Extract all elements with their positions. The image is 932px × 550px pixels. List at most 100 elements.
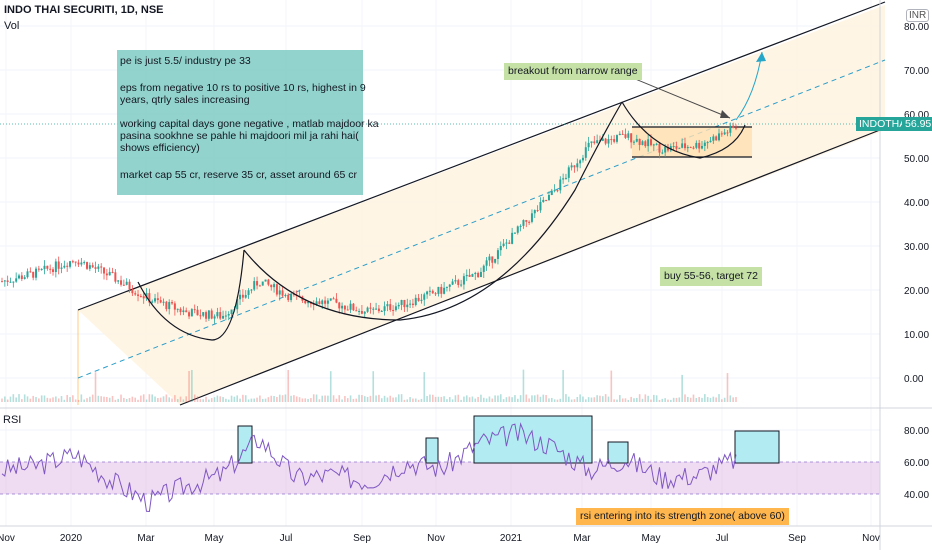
candle-body	[375, 308, 378, 310]
price-tick-label: 10.00	[904, 330, 929, 341]
volume-bar	[276, 396, 278, 402]
volume-bar	[137, 399, 139, 402]
candle-body	[80, 262, 83, 265]
candle-body	[445, 286, 448, 288]
time-tick-label: Mar	[137, 533, 155, 544]
volume-bar	[191, 369, 193, 402]
candle-body	[278, 290, 281, 295]
candle-body	[74, 261, 77, 263]
candle-body	[71, 261, 74, 263]
candle-body	[54, 261, 57, 273]
volume-bar	[573, 399, 576, 402]
candle-body	[335, 298, 338, 303]
candle-body	[528, 221, 531, 223]
volume-bar	[627, 399, 630, 402]
volume-bar	[267, 397, 270, 402]
rsi-box-2[interactable]	[425, 437, 439, 464]
candle-body	[423, 294, 426, 300]
price-axis[interactable]: 0.00 10.00 20.00 30.00 40.00 50.00 60.00 70.00 8…	[904, 22, 929, 385]
fundamentals-note[interactable]	[117, 50, 363, 195]
volume-bar	[335, 398, 338, 402]
volume-bar	[650, 399, 652, 402]
volume-bar	[664, 398, 666, 402]
rsi-line	[1, 422, 737, 513]
channel-upper-line[interactable]	[77, 1, 886, 311]
volume-bar	[182, 399, 185, 402]
candle-body	[488, 256, 491, 261]
cup-arc-small	[137, 249, 245, 341]
candle-body	[26, 271, 29, 278]
candle-body	[142, 296, 145, 299]
candle-body	[539, 201, 542, 211]
candle-body	[434, 293, 437, 295]
trade-note[interactable]: buy 55-56, target 72	[660, 267, 762, 286]
note-line-5: pasina sookhne se pahle hi majdoori mil …	[120, 130, 359, 142]
volume-bar	[123, 397, 125, 402]
candle-body	[3, 280, 6, 282]
candle-body	[219, 312, 222, 319]
breakout-note[interactable]: breakout from narrow range	[504, 63, 642, 80]
volume-bar	[602, 396, 604, 402]
candle-body	[193, 309, 196, 311]
volume-bar	[539, 396, 542, 402]
time-axis[interactable]: Nov 2020 Mar May Jul Sep Nov 2021 Mar May Jul Sep No…	[0, 533, 880, 544]
candle-body	[601, 138, 604, 141]
volume-bar	[429, 394, 431, 402]
candle-body	[131, 289, 134, 294]
volume-bar	[261, 398, 264, 402]
candle-body	[49, 268, 52, 270]
candle-body	[156, 298, 159, 301]
candle-body	[46, 265, 49, 269]
candle-body	[431, 290, 434, 294]
candle-body	[128, 281, 131, 290]
candle-body	[525, 220, 528, 222]
volume-bar	[684, 394, 686, 402]
volume-bar	[491, 398, 494, 402]
candle-body	[630, 133, 633, 143]
candle-body	[12, 281, 15, 283]
candle-body	[536, 210, 539, 212]
volume-bar	[140, 395, 142, 402]
candle-body	[717, 133, 720, 141]
candle-body	[723, 132, 726, 135]
volume-bar	[165, 394, 168, 402]
rsi-box-5[interactable]	[734, 430, 780, 464]
volume-bar	[403, 399, 406, 402]
channel-mid-line[interactable]	[77, 59, 886, 379]
candle-body	[681, 143, 684, 148]
channel-lower-line[interactable]	[179, 127, 886, 406]
volume-bar	[704, 394, 706, 402]
candle-body	[182, 310, 185, 313]
volume-bar	[216, 395, 219, 402]
rsi-box-4[interactable]	[607, 441, 629, 464]
candle-body	[590, 141, 593, 143]
volume-bar	[242, 394, 244, 402]
chart-title: INDO THAI SECURITI, 1D, NSE	[4, 4, 164, 16]
volume-bar	[304, 398, 307, 402]
volume-bar	[567, 396, 570, 402]
volume-bar	[83, 399, 85, 402]
rsi-axis[interactable]: 40.00 60.00 80.00	[904, 426, 929, 501]
candle-body	[9, 281, 12, 283]
candle-body	[380, 310, 383, 312]
narrow-range-box[interactable]	[632, 127, 752, 157]
volume-bar	[721, 399, 723, 402]
candle-body	[678, 147, 681, 149]
volume-bar	[706, 397, 709, 402]
note-line-4: working capital days gone negative , mat…	[120, 118, 379, 130]
volume-bar	[499, 394, 502, 402]
currency-badge[interactable]: INR	[906, 9, 930, 22]
candle-body	[292, 294, 295, 296]
candle-body	[570, 165, 573, 168]
candle-body	[462, 276, 465, 285]
volume-bar	[604, 394, 607, 402]
volume-bar	[103, 396, 105, 402]
volume-bar	[692, 394, 695, 402]
rsi-note[interactable]: rsi entering into its strength zone( abo…	[576, 508, 789, 525]
volume-bar	[454, 395, 457, 402]
candle-body	[256, 281, 259, 286]
volume-bar	[502, 399, 505, 402]
volume-bar	[80, 394, 83, 402]
price-candles	[1, 122, 737, 324]
candle-body	[159, 300, 162, 303]
